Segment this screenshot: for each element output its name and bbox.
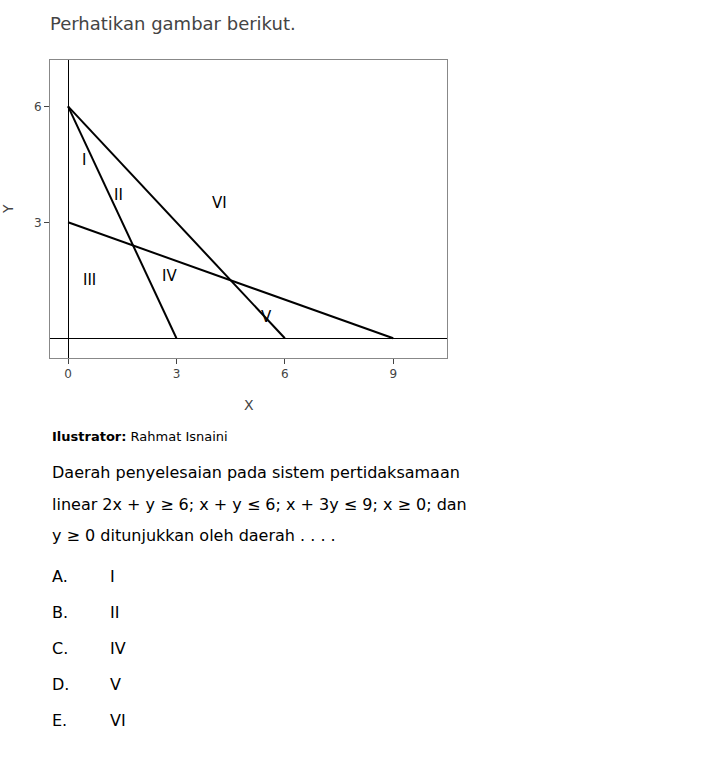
- svg-text:VI: VI: [212, 194, 227, 212]
- svg-text:II: II: [110, 603, 119, 622]
- svg-text:E.: E.: [52, 711, 67, 730]
- svg-text:D.: D.: [52, 675, 69, 694]
- svg-text:IV: IV: [162, 267, 177, 285]
- svg-text:3: 3: [173, 367, 181, 381]
- svg-text:I: I: [82, 151, 86, 169]
- svg-text:B.: B.: [52, 603, 68, 622]
- svg-text:6: 6: [34, 100, 42, 114]
- svg-text:Perhatikan gambar berikut.: Perhatikan gambar berikut.: [50, 13, 296, 34]
- svg-text:y ≥ 0 ditunjukkan oleh daerah: y ≥ 0 ditunjukkan oleh daerah . . . .: [52, 526, 336, 545]
- svg-text:II: II: [114, 186, 123, 204]
- svg-text:3: 3: [34, 216, 42, 230]
- svg-text:C.: C.: [52, 639, 68, 658]
- svg-text:X: X: [244, 397, 254, 413]
- svg-text:9: 9: [389, 367, 397, 381]
- svg-text:A.: A.: [52, 567, 68, 586]
- svg-text:Ilustrator: Rahmat Isnaini: Ilustrator: Rahmat Isnaini: [52, 429, 228, 444]
- svg-text:IV: IV: [110, 639, 126, 658]
- svg-text:I: I: [110, 567, 115, 586]
- svg-text:VI: VI: [110, 711, 126, 730]
- svg-text:6: 6: [281, 367, 289, 381]
- svg-text:Daerah penyelesaian pada siste: Daerah penyelesaian pada sistem pertidak…: [52, 463, 460, 482]
- svg-text:Y: Y: [0, 204, 16, 214]
- svg-text:V: V: [110, 675, 121, 694]
- svg-text:V: V: [261, 308, 272, 326]
- svg-text:III: III: [83, 271, 96, 289]
- svg-text:0: 0: [64, 367, 72, 381]
- svg-text:linear 2x + y ≥ 6; x + y ≤ 6;: linear 2x + y ≥ 6; x + y ≤ 6; x + 3y ≤ 9…: [52, 495, 467, 514]
